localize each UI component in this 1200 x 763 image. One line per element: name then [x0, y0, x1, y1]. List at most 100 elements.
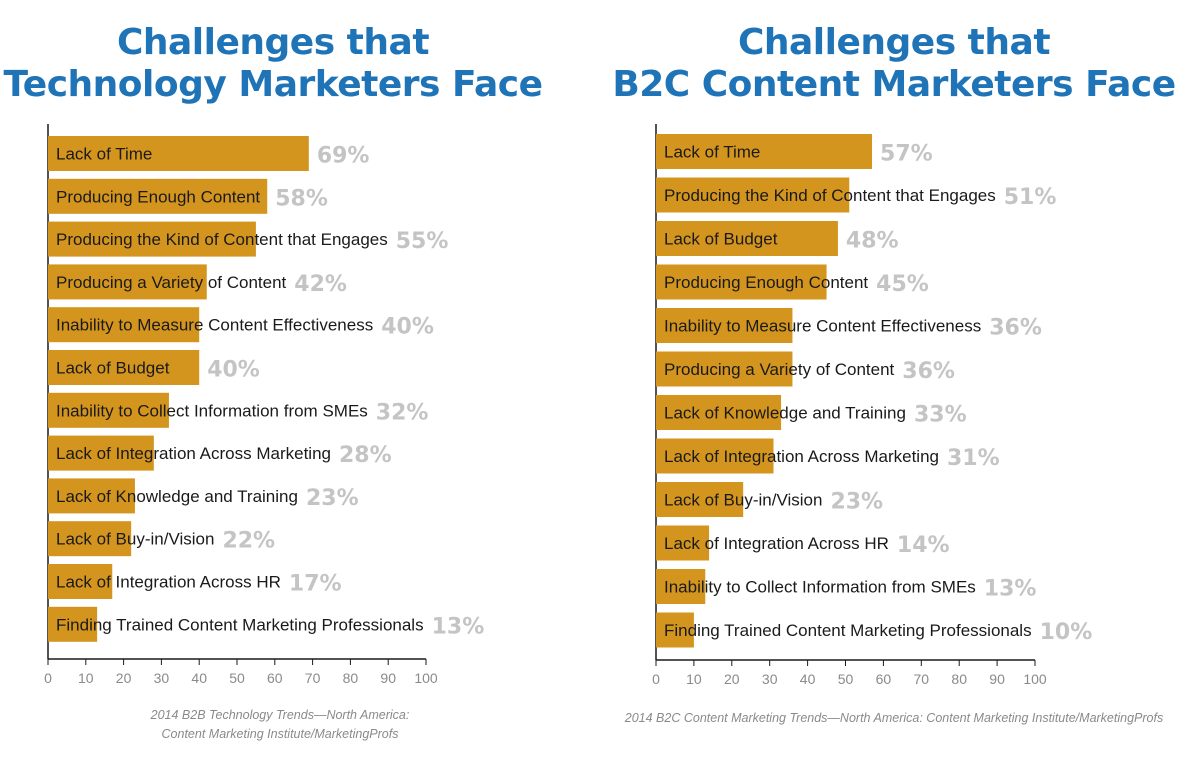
right-bar [656, 569, 706, 604]
right-value-label: 10% [1040, 620, 1093, 645]
right-x-tick-label: 70 [914, 671, 930, 687]
left-title-line2: Technology Marketers Face [3, 64, 544, 105]
left-value-label: 23% [306, 486, 359, 511]
left-source-line1: 2014 B2B Technology Trends—North America… [150, 708, 410, 722]
right-title-line1: Challenges that [737, 22, 1051, 63]
right-value-label: 33% [914, 403, 967, 428]
left-x-tick-label: 40 [191, 670, 207, 686]
right-bar [656, 177, 850, 213]
right-category-label: Finding Trained Content Marketing Profes… [664, 621, 1032, 640]
left-title-line1: Challenges that [116, 22, 430, 63]
right-value-label: 31% [947, 446, 1000, 471]
left-value-label: 69% [317, 144, 370, 169]
left-bar [48, 478, 135, 514]
right-value-label: 48% [846, 229, 899, 254]
right-bar [656, 221, 838, 256]
right-chart-title: Challenges that B2C Content Marketers Fa… [600, 22, 1188, 106]
right-value-label: 57% [880, 142, 933, 167]
right-value-label: 45% [876, 272, 929, 297]
left-x-tick-label: 90 [380, 670, 396, 686]
left-source-note: 2014 B2B Technology Trends—North America… [80, 706, 480, 744]
left-bar [48, 178, 268, 214]
left-chart-title: Challenges that Technology Marketers Fac… [0, 22, 546, 106]
left-bar [48, 264, 207, 300]
right-category-label: Producing a Variety of Content [664, 360, 895, 379]
left-category-label: Inability to Measure Content Effectivene… [56, 316, 373, 335]
left-bar-chart: 0 10 20 30 40 50 60 70 80 90 100 Lack of Time 69% Pro… [44, 124, 485, 686]
right-x-tick-label: 100 [1023, 671, 1047, 687]
right-bar [656, 612, 694, 648]
right-x-tick-label: 30 [762, 671, 778, 687]
left-category-label: Finding Trained Content Marketing Profes… [56, 615, 424, 634]
left-bar [48, 606, 98, 642]
left-value-label: 42% [294, 272, 347, 297]
left-category-label: Lack of Buy-in/Vision [56, 530, 214, 549]
left-value-label: 28% [339, 443, 392, 468]
left-bar [48, 136, 309, 171]
left-x-tick-label: 0 [44, 670, 52, 686]
left-value-label: 58% [275, 186, 328, 211]
left-bar [48, 307, 200, 343]
right-category-label: Lack of Buy-in/Vision [664, 491, 822, 510]
right-value-label: 23% [830, 490, 883, 515]
left-x-tick-label: 30 [154, 670, 170, 686]
left-bar [48, 435, 154, 471]
right-x-tick-label: 40 [800, 671, 816, 687]
right-bar [656, 438, 774, 474]
right-category-label: Lack of Budget [664, 230, 778, 249]
left-bar [48, 221, 256, 257]
right-category-label: Lack of Integration Across HR [664, 534, 889, 553]
right-x-tick-label: 10 [686, 671, 702, 687]
left-x-tick-label: 70 [305, 670, 321, 686]
right-category-label: Lack of Knowledge and Training [664, 404, 906, 423]
right-bar [656, 351, 793, 387]
right-category-label: Inability to Collect Information from SM… [664, 578, 976, 597]
right-category-label: Producing the Kind of Content that Engag… [664, 186, 996, 205]
left-category-label: Lack of Time [56, 145, 152, 164]
left-x-tick-label: 80 [343, 670, 359, 686]
right-bar [656, 308, 793, 343]
left-category-label: Producing the Kind of Content that Engag… [56, 230, 388, 249]
left-value-label: 17% [289, 572, 342, 597]
left-category-label: Lack of Budget [56, 359, 170, 378]
left-value-label: 40% [381, 315, 434, 340]
right-x-tick-label: 90 [989, 671, 1005, 687]
left-bar [48, 392, 169, 428]
right-title-line2: B2C Content Marketers Face [612, 64, 1176, 105]
left-bar [48, 564, 113, 599]
right-x-tick-label: 20 [724, 671, 740, 687]
left-bar [48, 521, 132, 557]
right-source-note: 2014 B2C Content Marketing Trends—North … [600, 709, 1188, 728]
right-x-tick-label: 0 [652, 671, 660, 687]
right-x-tick-label: 50 [838, 671, 854, 687]
right-x-tick-label: 80 [951, 671, 967, 687]
right-bar [656, 525, 710, 561]
left-x-tick-label: 20 [116, 670, 132, 686]
left-value-label: 13% [432, 614, 485, 639]
left-value-label: 32% [376, 400, 429, 425]
right-value-label: 51% [1004, 185, 1057, 210]
right-category-label: Inability to Measure Content Effectivene… [664, 317, 981, 336]
right-bar [656, 134, 873, 169]
left-source-line2: Content Marketing Institute/MarketingPro… [161, 727, 399, 741]
left-bar [48, 350, 200, 385]
left-chart-panel: Challenges that Technology Marketers Fac… [0, 22, 546, 744]
right-value-label: 13% [984, 577, 1037, 602]
left-value-label: 22% [222, 529, 275, 554]
left-x-tick-label: 100 [414, 670, 438, 686]
left-category-label: Producing a Variety of Content [56, 273, 287, 292]
left-category-label: Lack of Integration Across HR [56, 573, 281, 592]
right-value-label: 36% [989, 316, 1042, 341]
right-value-label: 36% [902, 359, 955, 384]
right-category-label: Producing Enough Content [664, 273, 868, 292]
right-chart-panel: Challenges that B2C Content Marketers Fa… [600, 0, 1200, 763]
left-value-label: 55% [396, 229, 449, 254]
right-source-line1: 2014 B2C Content Marketing Trends—North … [624, 711, 1164, 725]
left-x-tick-label: 10 [78, 670, 94, 686]
right-bar [656, 482, 744, 517]
left-category-label: Lack of Integration Across Marketing [56, 444, 331, 463]
right-bar [656, 264, 827, 300]
left-value-label: 40% [207, 358, 260, 383]
left-category-label: Producing Enough Content [56, 187, 260, 206]
right-category-label: Lack of Integration Across Marketing [664, 447, 939, 466]
